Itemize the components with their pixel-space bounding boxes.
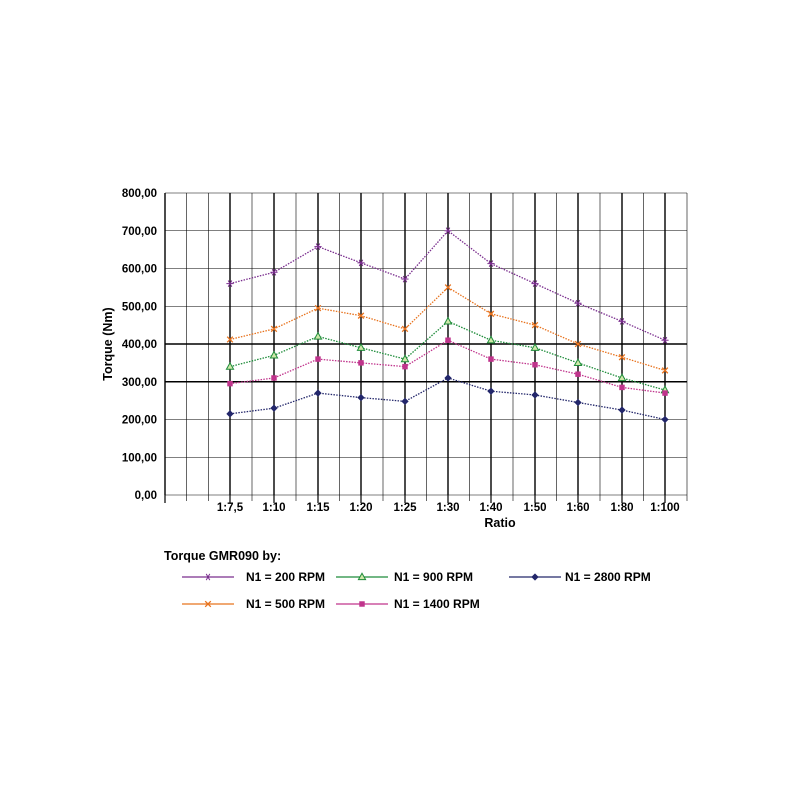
svg-text:600,00: 600,00 [122, 264, 157, 276]
svg-text:N1 = 900 RPM: N1 = 900 RPM [394, 570, 473, 584]
svg-text:300,00: 300,00 [122, 377, 157, 389]
svg-text:800,00: 800,00 [122, 188, 157, 200]
svg-text:1:7,5: 1:7,5 [217, 502, 244, 514]
svg-text:400,00: 400,00 [122, 339, 157, 351]
svg-text:500,00: 500,00 [122, 301, 157, 313]
svg-text:Torque GMR090 by:: Torque GMR090 by: [164, 549, 281, 563]
svg-text:1:40: 1:40 [479, 502, 502, 514]
svg-text:N1 = 2800 RPM: N1 = 2800 RPM [565, 570, 651, 584]
svg-text:1:10: 1:10 [262, 502, 285, 514]
svg-text:N1 = 500 RPM: N1 = 500 RPM [246, 597, 325, 611]
svg-text:Torque (Nm): Torque (Nm) [101, 307, 115, 380]
svg-text:Ratio: Ratio [484, 516, 516, 530]
svg-text:1:100: 1:100 [650, 502, 679, 514]
svg-text:N1 = 1400 RPM: N1 = 1400 RPM [394, 597, 480, 611]
svg-text:100,00: 100,00 [122, 452, 157, 464]
svg-text:1:30: 1:30 [436, 502, 459, 514]
svg-text:1:50: 1:50 [523, 502, 546, 514]
svg-text:0,00: 0,00 [135, 490, 157, 502]
svg-text:1:15: 1:15 [306, 502, 330, 514]
svg-text:N1 = 200 RPM: N1 = 200 RPM [246, 570, 325, 584]
svg-text:1:25: 1:25 [393, 502, 417, 514]
svg-text:1:60: 1:60 [566, 502, 589, 514]
svg-text:1:80: 1:80 [610, 502, 633, 514]
svg-text:700,00: 700,00 [122, 226, 157, 238]
svg-text:1:20: 1:20 [349, 502, 372, 514]
svg-text:200,00: 200,00 [122, 415, 157, 427]
